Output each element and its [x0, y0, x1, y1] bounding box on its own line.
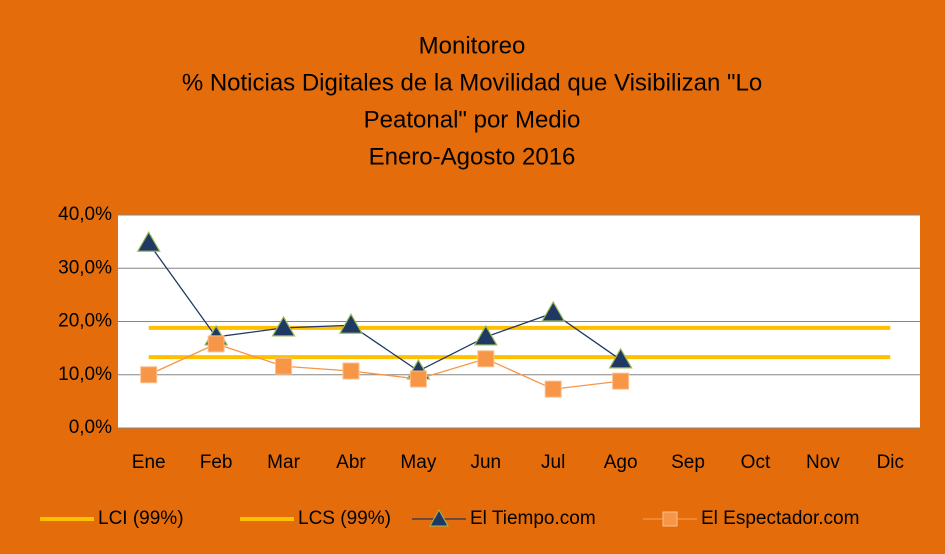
x-tick-label: Dic: [877, 452, 904, 473]
marker: [342, 362, 360, 380]
y-tick-label: 40,0%: [58, 204, 112, 225]
y-tick-label: 30,0%: [58, 257, 112, 278]
marker: [271, 315, 296, 337]
marker: [612, 372, 630, 390]
marker: [140, 366, 158, 384]
series-line: [148, 343, 621, 390]
marker: [207, 335, 225, 353]
legend-label: LCI (99%): [98, 508, 184, 529]
marker: [275, 357, 293, 375]
marker: [608, 347, 633, 369]
marker: [544, 380, 562, 398]
marker: [473, 324, 498, 346]
legend-symbol: [429, 508, 449, 527]
legend-symbol: [662, 511, 678, 527]
legend-label: El Espectador.com: [701, 508, 859, 529]
x-tick-label: Oct: [741, 452, 771, 473]
marker: [477, 350, 495, 368]
x-tick-label: Ago: [604, 452, 638, 473]
x-tick-label: Jun: [470, 452, 501, 473]
series-line: [148, 242, 621, 372]
x-tick-label: May: [400, 452, 436, 473]
x-tick-label: Feb: [200, 452, 233, 473]
x-tick-label: Abr: [336, 452, 366, 473]
marker: [338, 313, 363, 334]
marker: [409, 370, 427, 388]
x-tick-label: Mar: [267, 452, 300, 473]
x-tick-label: Nov: [806, 452, 840, 473]
legend-label: El Tiempo.com: [470, 508, 596, 529]
y-tick-label: 20,0%: [58, 311, 112, 332]
marker: [136, 231, 161, 252]
legend-label: LCS (99%): [298, 508, 391, 529]
x-tick-label: Jul: [541, 452, 565, 473]
y-tick-label: 0,0%: [69, 417, 112, 438]
chart-title: Enero-Agosto 2016: [369, 143, 576, 170]
marker: [541, 300, 566, 322]
chart-title: % Noticias Digitales de la Movilidad que…: [182, 69, 762, 96]
chart-title: Monitoreo: [419, 32, 526, 59]
chart-title: Peatonal" por Medio: [364, 106, 581, 133]
x-tick-label: Sep: [671, 452, 705, 473]
x-tick-label: Ene: [132, 452, 166, 473]
y-tick-label: 10,0%: [58, 364, 112, 385]
